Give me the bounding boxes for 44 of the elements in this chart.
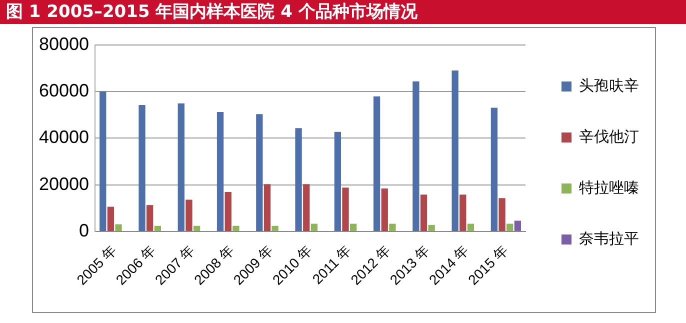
bar <box>420 194 428 231</box>
bar <box>224 192 232 231</box>
bar <box>232 226 240 231</box>
bar <box>303 184 310 231</box>
bar <box>350 224 357 231</box>
bar <box>146 205 154 231</box>
bar <box>295 128 302 231</box>
bar <box>138 104 146 231</box>
bar <box>256 114 263 231</box>
bar <box>381 188 388 231</box>
y-tick-label: 60000 <box>38 80 90 100</box>
bar <box>154 226 161 231</box>
legend-label: 特拉唑嗪 <box>579 178 639 196</box>
bar <box>506 224 514 231</box>
bar <box>193 226 200 231</box>
bar <box>467 224 474 231</box>
bar <box>178 103 184 231</box>
bar <box>428 224 435 231</box>
bar <box>514 220 521 231</box>
y-tick-label: 0 <box>79 220 90 240</box>
bar <box>107 206 114 231</box>
legend-label: 辛伐他汀 <box>579 127 639 146</box>
bar <box>100 91 106 231</box>
bar <box>334 132 341 231</box>
bar <box>498 198 506 231</box>
bar <box>272 226 278 231</box>
legend-label: 头孢呋辛 <box>579 76 639 94</box>
bar <box>115 224 122 231</box>
bar <box>373 96 380 231</box>
y-tick-label: 40000 <box>38 127 90 148</box>
y-tick-label: 80000 <box>38 34 90 54</box>
chart-title: 图 1 2005–2015 年国内样本医院 4 个品种市场情况 <box>0 0 686 24</box>
bar <box>216 112 224 231</box>
bar <box>389 224 396 231</box>
y-tick-label: 20000 <box>38 174 90 194</box>
bar <box>490 108 498 231</box>
bar <box>310 224 318 231</box>
bar <box>452 70 458 231</box>
bar <box>342 188 349 231</box>
legend-label: 奈韦拉平 <box>579 229 639 248</box>
bar <box>186 200 192 231</box>
bar <box>264 184 271 231</box>
bar <box>460 194 466 231</box>
bar <box>412 81 420 231</box>
